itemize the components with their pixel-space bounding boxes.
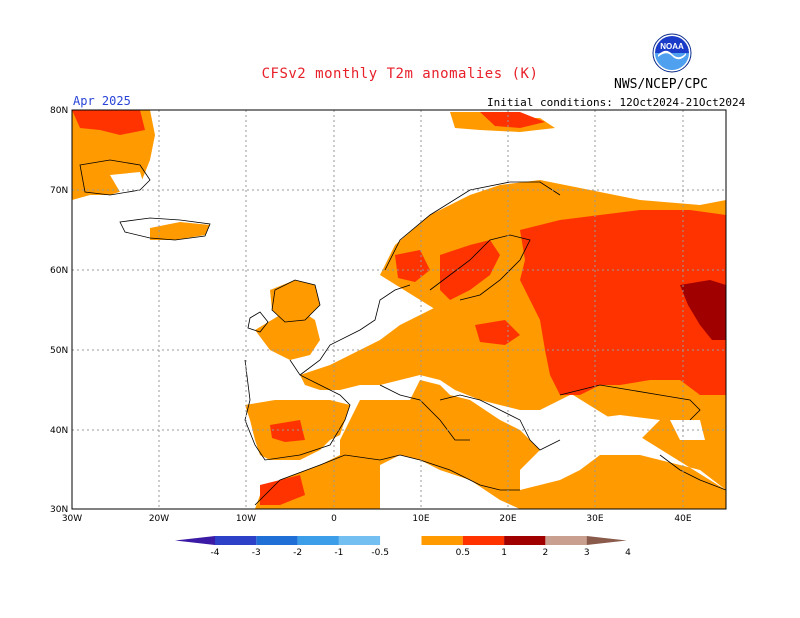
anomaly-shading	[72, 110, 726, 509]
lat-label: 30N	[50, 505, 68, 515]
anomaly-region	[440, 240, 500, 300]
noaa-logo-icon: NOAA	[652, 33, 692, 73]
lat-label: 80N	[50, 106, 68, 116]
lon-label: 30W	[62, 514, 82, 524]
anomaly-region	[480, 112, 545, 128]
initial-conditions: Initial conditions: 12Oct2024-21Oct2024	[487, 96, 746, 109]
coastline	[299, 284, 411, 376]
latitude-labels: 80N 70N 60N 50N 40N 30N	[50, 106, 68, 515]
neutral-region	[580, 415, 660, 445]
graticule	[72, 110, 726, 509]
coastline	[384, 181, 561, 271]
anomaly-region	[270, 420, 305, 442]
neutral-region	[110, 172, 145, 192]
logo-text: NOAA	[660, 42, 684, 51]
anomaly-region	[150, 222, 210, 240]
lon-label: 20E	[499, 514, 516, 524]
map-frame	[71, 109, 727, 510]
coastlines	[79, 159, 726, 506]
map-title: CFSv2 monthly T2m anomalies (K)	[261, 66, 539, 82]
lon-label: 30E	[586, 514, 603, 524]
lon-label: 20W	[149, 514, 169, 524]
agency-label: NWS/NCEP/CPC	[614, 77, 708, 92]
lon-label: 10E	[412, 514, 429, 524]
anomaly-region	[520, 210, 726, 395]
lon-label: 0	[331, 514, 337, 524]
anomaly-region	[270, 280, 320, 322]
anomaly-region	[72, 110, 145, 135]
lat-label: 40N	[50, 426, 68, 436]
anomaly-region	[255, 310, 320, 360]
coastline	[271, 279, 321, 323]
anomaly-region	[475, 320, 520, 345]
coastline	[439, 394, 561, 451]
anomaly-region	[680, 280, 726, 340]
coastline	[379, 384, 470, 441]
coastline	[119, 217, 211, 241]
longitude-labels: 30W 20W 10W 0 10E 20E 30E 40E	[62, 514, 692, 524]
anomaly-region	[455, 440, 510, 460]
coastline	[247, 311, 269, 333]
coastline	[254, 454, 520, 506]
lat-label: 70N	[50, 186, 68, 196]
coastline	[79, 159, 151, 196]
anomaly-map: 80N 70N 60N 50N 40N 30N 30W 20W 10W 0 10…	[50, 106, 727, 524]
lat-label: 60N	[50, 266, 68, 276]
lon-label: 10W	[236, 514, 256, 524]
forecast-month: Apr 2025	[73, 94, 131, 108]
anomaly-region	[260, 475, 305, 505]
coastline	[559, 384, 701, 421]
anomaly-region	[395, 250, 430, 282]
coastline	[244, 359, 351, 461]
coastline	[659, 454, 726, 491]
lat-label: 50N	[50, 346, 68, 356]
lon-label: 40E	[674, 514, 691, 524]
coastline	[429, 234, 531, 301]
